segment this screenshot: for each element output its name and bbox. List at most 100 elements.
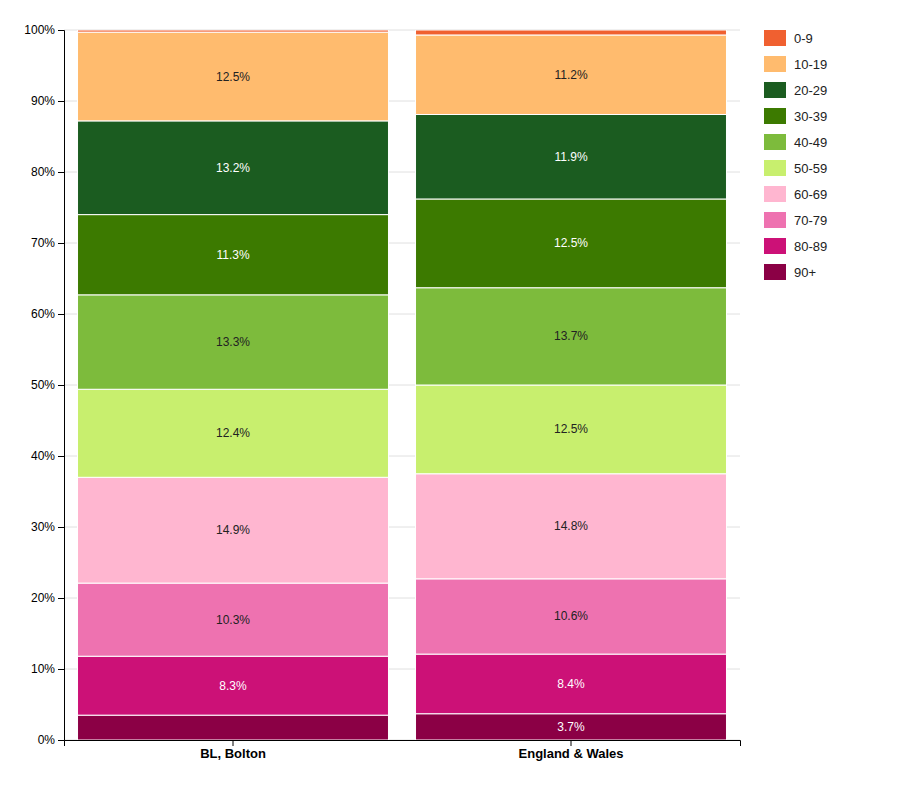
series (78, 654, 727, 715)
tick: 80% (31, 165, 64, 179)
legend-item: 40-49 (764, 134, 827, 150)
tick: 20% (31, 591, 64, 605)
tick: 70% (31, 236, 64, 250)
legend-swatch (764, 56, 786, 72)
legend-label: 0-9 (794, 31, 813, 46)
tick: England & Wales (519, 740, 624, 761)
bar-segment (78, 32, 389, 121)
legend-label: 30-39 (794, 109, 827, 124)
bar-segment (78, 715, 389, 740)
tick-mark (58, 30, 64, 31)
bar-segment (416, 474, 727, 579)
bar-segment (416, 288, 727, 385)
legend-label: 80-89 (794, 239, 827, 254)
data-label: 13.3% (216, 335, 250, 349)
tick-label: 100% (24, 23, 55, 37)
bars (78, 30, 727, 740)
tick: 40% (31, 449, 64, 463)
data-label: 11.9% (554, 150, 587, 164)
tick: 60% (31, 307, 64, 321)
tick-label: 10% (31, 662, 55, 676)
series (78, 288, 727, 390)
legend-swatch (764, 238, 786, 254)
legend-label: 50-59 (794, 161, 827, 176)
tick-label: 80% (31, 165, 55, 179)
tick: 10% (31, 662, 64, 676)
series (78, 714, 727, 740)
series (78, 30, 727, 35)
legend-item: 20-29 (764, 82, 827, 98)
series (78, 579, 727, 656)
bar-segment (78, 215, 389, 295)
data-label: 8.4% (557, 677, 585, 691)
tick-label: 70% (31, 236, 55, 250)
bar-segment (416, 385, 727, 474)
legend-label: 70-79 (794, 213, 827, 228)
tick-mark (58, 669, 64, 670)
data-label: 11.3% (216, 248, 249, 262)
tick-label: England & Wales (519, 746, 624, 761)
legend-swatch (764, 82, 786, 98)
bar-segment (416, 714, 727, 740)
legend-item: 30-39 (764, 108, 827, 124)
data-label: 8.3% (219, 679, 247, 693)
legend-label: 40-49 (794, 135, 827, 150)
bar-segment (416, 199, 727, 288)
axis-line (58, 31, 65, 741)
data-label: 14.8% (554, 519, 588, 533)
tick: 0% (38, 733, 64, 747)
tick-label: 0% (38, 733, 56, 747)
series (78, 474, 727, 583)
data-label: 12.4% (216, 426, 250, 440)
data-label: 14.9% (216, 523, 250, 537)
legend-swatch (764, 134, 786, 150)
axis-line (65, 741, 741, 747)
tick-mark (58, 527, 64, 528)
data-label: 13.2% (216, 161, 250, 175)
series (78, 385, 727, 477)
legend-swatch (764, 108, 786, 124)
legend-swatch (764, 212, 786, 228)
legend-item: 90+ (764, 264, 816, 280)
tick-mark (58, 243, 64, 244)
bar-segment (78, 583, 389, 656)
legend-label: 20-29 (794, 83, 827, 98)
series (78, 114, 727, 214)
tick-mark (58, 314, 64, 315)
x-axis: BL, BoltonEngland & Wales (65, 740, 741, 761)
bar-segment (416, 579, 727, 654)
bar-segment (78, 295, 389, 389)
tick: 100% (24, 23, 64, 37)
tick-mark (58, 172, 64, 173)
bar-segment (78, 30, 389, 32)
tick-mark (58, 101, 64, 102)
data-label: 10.6% (554, 609, 588, 623)
bar-segment (78, 656, 389, 715)
tick-mark (571, 740, 572, 746)
data-label: 12.5% (554, 236, 588, 250)
data-label: 3.7% (557, 720, 585, 734)
bar-segment (78, 121, 389, 215)
legend-label: 90+ (794, 265, 816, 280)
tick-label: 90% (31, 94, 55, 108)
legend-item: 60-69 (764, 186, 827, 202)
tick-mark (58, 598, 64, 599)
tick-label: 20% (31, 591, 55, 605)
tick-mark (58, 456, 64, 457)
bar-segment (416, 654, 727, 714)
tick-mark (233, 740, 234, 746)
legend-item: 0-9 (764, 30, 813, 46)
data-label: 12.5% (554, 422, 588, 436)
legend-item: 50-59 (764, 160, 827, 176)
legend-item: 10-19 (764, 56, 827, 72)
chart: 3.7%8.3%8.4%10.3%10.6%14.9%14.8%12.4%12.… (0, 0, 900, 790)
bar-segment (416, 114, 727, 198)
tick: 30% (31, 520, 64, 534)
data-label: 11.2% (554, 68, 587, 82)
legend-item: 80-89 (764, 238, 827, 254)
tick: 90% (31, 94, 64, 108)
legend-swatch (764, 160, 786, 176)
grid (64, 30, 740, 740)
tick-label: 60% (31, 307, 55, 321)
bar-segment (78, 477, 389, 583)
